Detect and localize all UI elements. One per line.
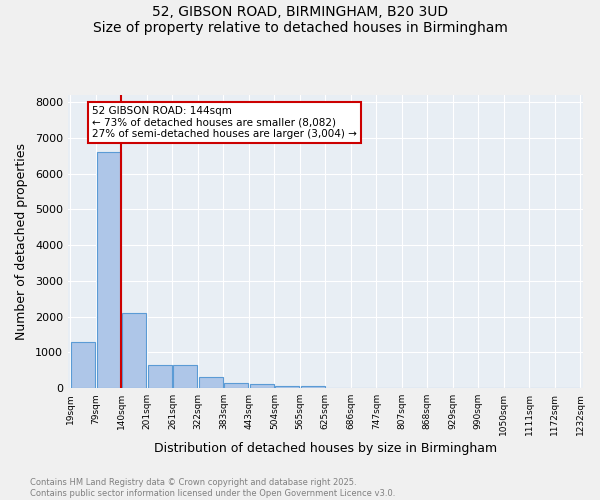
Bar [275, 386, 299, 388]
Bar [173, 365, 197, 388]
Text: Contains HM Land Registry data © Crown copyright and database right 2025.
Contai: Contains HM Land Registry data © Crown c… [30, 478, 395, 498]
Bar [199, 378, 223, 388]
Y-axis label: Number of detached properties: Number of detached properties [15, 143, 28, 340]
Text: 52, GIBSON ROAD, BIRMINGHAM, B20 3UD
Size of property relative to detached house: 52, GIBSON ROAD, BIRMINGHAM, B20 3UD Siz… [92, 5, 508, 35]
Bar [148, 365, 172, 388]
Text: 52 GIBSON ROAD: 144sqm
← 73% of detached houses are smaller (8,082)
27% of semi-: 52 GIBSON ROAD: 144sqm ← 73% of detached… [92, 106, 357, 139]
Bar [71, 342, 95, 388]
X-axis label: Distribution of detached houses by size in Birmingham: Distribution of detached houses by size … [154, 442, 497, 455]
Bar [97, 152, 121, 388]
Bar [301, 386, 325, 388]
Bar [250, 384, 274, 388]
Bar [224, 382, 248, 388]
Bar [122, 313, 146, 388]
